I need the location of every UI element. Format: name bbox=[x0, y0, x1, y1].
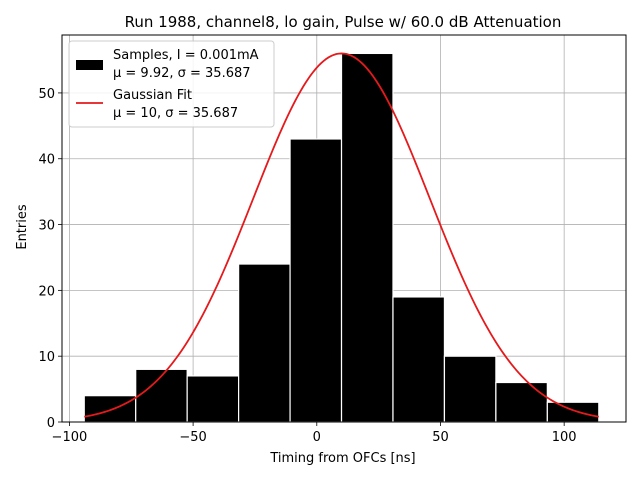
axes-ticks: −100 −50 0 50 100 0 10 20 30 40 50 bbox=[38, 87, 576, 445]
y-axis-label: Entries bbox=[15, 204, 30, 250]
x-tick-label: −50 bbox=[179, 430, 206, 445]
histogram-bar bbox=[546, 401, 600, 423]
y-tick-label: 20 bbox=[38, 284, 55, 299]
x-tick-label: −100 bbox=[52, 430, 88, 445]
legend-gaussian-line2: μ = 10, σ = 35.687 bbox=[113, 106, 238, 121]
histogram-bar bbox=[340, 52, 394, 423]
x-axis-label: Timing from OFCs [ns] bbox=[269, 451, 415, 466]
legend-samples-line1: Samples, I = 0.001mA bbox=[113, 48, 259, 63]
legend-gaussian-line1: Gaussian Fit bbox=[113, 88, 192, 103]
histogram-bar bbox=[135, 368, 188, 423]
histogram-bars bbox=[83, 52, 600, 423]
legend: Samples, I = 0.001mA μ = 9.92, σ = 35.68… bbox=[68, 40, 275, 128]
gaussian-fit-curve bbox=[84, 52, 599, 418]
histogram-bar bbox=[83, 395, 137, 423]
histogram-bar bbox=[495, 381, 548, 423]
plot-frame bbox=[61, 34, 627, 423]
y-tick-label: 10 bbox=[38, 350, 55, 365]
x-tick-label: 0 bbox=[313, 430, 321, 445]
y-tick-label: 30 bbox=[38, 219, 55, 234]
y-tick-label: 50 bbox=[38, 87, 55, 102]
histogram-bar bbox=[238, 263, 291, 423]
gaussian-fit bbox=[84, 52, 599, 418]
legend-swatch-samples bbox=[76, 60, 103, 70]
legend-box bbox=[68, 40, 275, 128]
y-tick-label: 0 bbox=[47, 416, 55, 431]
x-tick-label: 50 bbox=[432, 430, 449, 445]
histogram-bar bbox=[443, 355, 497, 423]
y-tick-label: 40 bbox=[38, 153, 55, 168]
legend-samples-line2: μ = 9.92, σ = 35.687 bbox=[113, 66, 251, 81]
histogram-bar bbox=[186, 375, 240, 423]
histogram-bar bbox=[289, 138, 343, 423]
x-tick-label: 100 bbox=[552, 430, 577, 445]
chart-title: Run 1988, channel8, lo gain, Pulse w/ 60… bbox=[125, 13, 562, 31]
histogram-bar bbox=[392, 296, 446, 423]
